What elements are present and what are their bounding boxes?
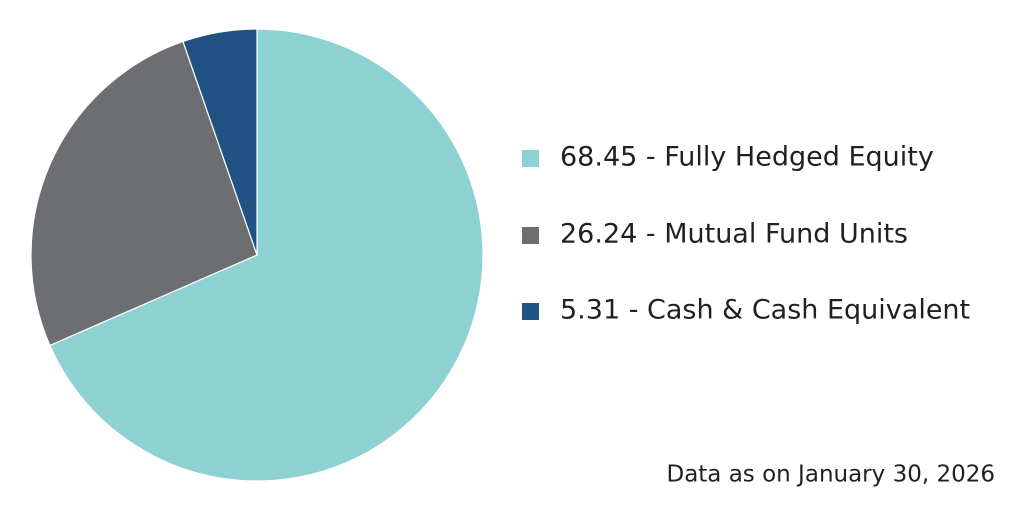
pie-slice bbox=[49, 28, 484, 482]
annotation: Data as on January 30, 2026 bbox=[666, 462, 995, 488]
legend-label: 5.31 - Cash & Cash Equivalent bbox=[560, 295, 970, 326]
legend-label: 68.45 - Fully Hedged Equity bbox=[560, 142, 934, 173]
legend-swatch bbox=[522, 303, 539, 320]
pie-slice bbox=[30, 40, 258, 347]
legend-swatch bbox=[522, 150, 539, 167]
legend-swatch bbox=[522, 227, 539, 244]
pie-slice bbox=[182, 28, 258, 256]
legend-label: 26.24 - Mutual Fund Units bbox=[560, 219, 908, 250]
